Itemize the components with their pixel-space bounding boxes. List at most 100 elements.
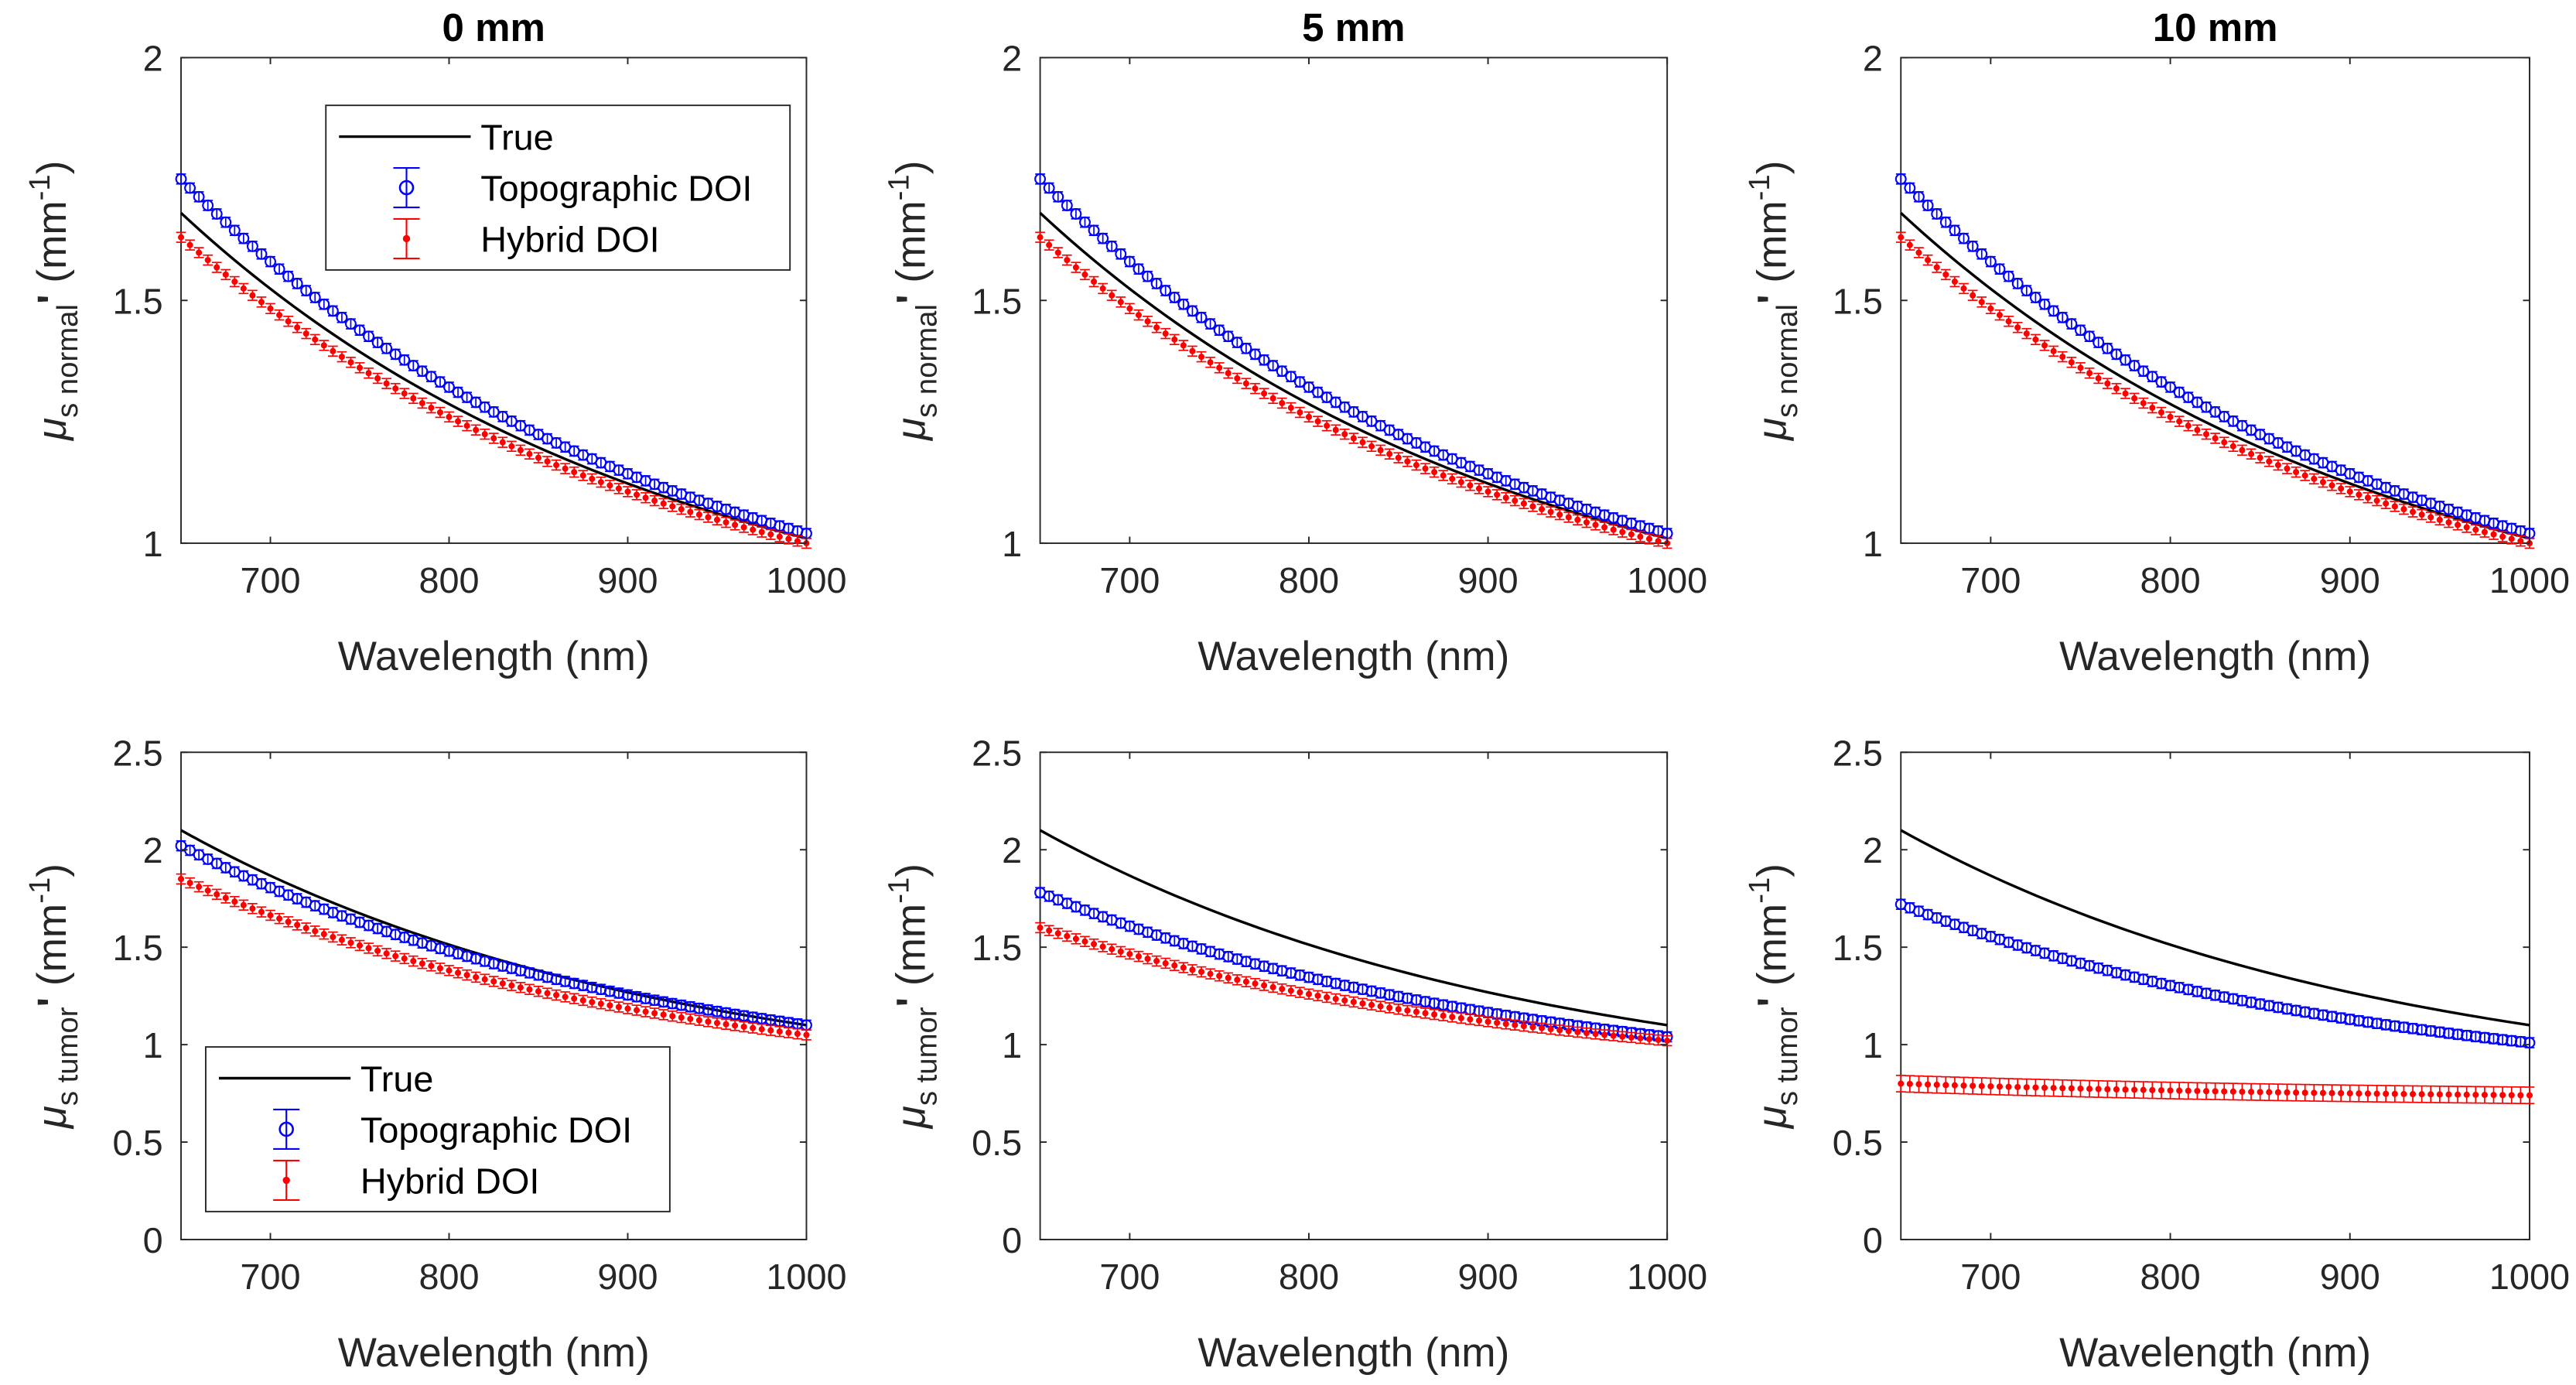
chart-1-legend-swatch-marker	[398, 180, 415, 196]
chart-5-series-hybrid-doi-point	[1592, 1031, 1599, 1038]
chart-1-series-topographic-doi-point	[354, 324, 366, 337]
chart-3-series-hybrid-doi-point	[1925, 257, 1932, 264]
chart-2-series-hybrid-doi-point	[1637, 533, 1644, 540]
chart-5-series-hybrid-doi-point	[1628, 1034, 1635, 1041]
chart-4-series-hybrid-doi-point	[312, 928, 319, 935]
chart-6-series-hybrid-doi-point	[2517, 1092, 2524, 1099]
chart-3-series-topographic-doi-point	[2038, 298, 2051, 310]
chart-3-series-hybrid-doi-point	[2167, 413, 2174, 420]
chart-6-series-hybrid-doi-point	[2077, 1085, 2084, 1092]
chart-3-series-hybrid-doi-point	[2041, 342, 2048, 349]
chart-3-title: 10 mm	[2153, 5, 2278, 50]
chart-1-x-tick-label: 700	[240, 560, 300, 600]
chart-1-series-hybrid-doi-point	[732, 522, 739, 528]
chart-6-series-hybrid-doi-point	[2301, 1089, 2308, 1096]
chart-1-series-hybrid-doi-point	[222, 271, 229, 278]
chart-4-series-hybrid-doi-point	[436, 965, 443, 972]
chart-4-series-hybrid-doi-point	[338, 936, 345, 943]
chart-3-series-hybrid-doi-point	[2149, 405, 2156, 412]
chart-3-series-hybrid-doi-point	[2481, 528, 2488, 535]
chart-4-series-hybrid-doi-point	[750, 1024, 757, 1031]
chart-6-series-hybrid-doi-point	[2032, 1084, 2039, 1091]
chart-2-series-topographic-doi-point	[1240, 342, 1252, 354]
chart-4-y-axis-label-part: '	[29, 997, 75, 1007]
chart-1-y-axis-label-part: μ	[29, 418, 75, 442]
chart-4-y-axis-label-part: s tumor	[51, 1007, 84, 1106]
chart-6-y-axis-label-part: -1	[1743, 877, 1776, 904]
chart-4-series-hybrid-doi-point	[758, 1026, 765, 1033]
chart-2-series-hybrid-doi-point	[1440, 472, 1447, 479]
chart-2-x-tick-label: 800	[1279, 560, 1339, 600]
chart-1-series-hybrid-doi-point	[249, 292, 256, 299]
chart-3-y-axis-label-part: (mm	[1749, 200, 1795, 294]
chart-4-series-hybrid-doi-point	[624, 1005, 631, 1012]
chart-3-series-topographic-doi-point	[1949, 224, 1961, 237]
chart-2-series-hybrid-doi-point	[1538, 506, 1546, 513]
chart-2-series-hybrid-doi-point	[1484, 488, 1491, 495]
chart-1-series-true-line	[179, 212, 807, 540]
chart-4-series-hybrid-doi-point	[687, 1015, 694, 1022]
chart-1-series-topographic-doi-point	[184, 182, 196, 194]
chart-3-series-hybrid-doi-point	[1970, 292, 1976, 299]
chart-1-series-hybrid-doi-point	[285, 318, 292, 325]
chart-4-series-hybrid-doi-point	[204, 887, 211, 894]
chart-3-series-hybrid-doi-point	[2266, 458, 2273, 465]
chart-4-y-axis-label-part: )	[29, 863, 75, 877]
chart-6-series-hybrid-doi-point	[2050, 1085, 2057, 1092]
chart-5-y-tick-label: 1.5	[972, 928, 1022, 968]
chart-1-series-hybrid-doi-point	[544, 458, 551, 465]
chart-6-series-hybrid-doi-point	[2257, 1089, 2263, 1096]
chart-1-series-hybrid-doi-point	[740, 524, 747, 531]
chart-3-series-hybrid-doi-point	[2445, 519, 2452, 526]
chart-1-series-hybrid-doi-point	[526, 450, 533, 457]
chart-3-series-hybrid-doi-point	[2284, 465, 2291, 472]
chart-4-series-hybrid-doi-point	[481, 976, 488, 983]
chart-1-series-hybrid-doi-point	[490, 435, 497, 442]
chart-4-series-hybrid-doi-point	[419, 960, 425, 967]
chart-5-series-hybrid-doi-point	[1332, 995, 1339, 1003]
chart-4-y-tick-label: 1.5	[113, 928, 163, 968]
chart-4-y-tick-label: 1	[143, 1025, 163, 1065]
chart-2-series-hybrid-doi-point	[1583, 519, 1590, 526]
chart-1-series-topographic-doi-point	[246, 240, 258, 252]
chart-1-series-hybrid-doi-point	[687, 508, 694, 515]
chart-6-series-hybrid-doi-point	[2041, 1084, 2048, 1091]
chart-3-series-topographic-doi-point	[2254, 429, 2267, 440]
chart-2-series-hybrid-doi-point	[1153, 324, 1160, 331]
chart-6-series-hybrid-doi-point	[2481, 1092, 2488, 1099]
chart-1-x-tick-label: 800	[419, 560, 479, 600]
chart-5-series-hybrid-doi-point	[1126, 950, 1133, 958]
chart-4-x-tick-label: 800	[419, 1257, 479, 1297]
chart-5-x-tick-label: 900	[1458, 1257, 1519, 1297]
chart-6-series-hybrid-doi-point	[2239, 1088, 2246, 1096]
chart-6-series-topographic-doi-point	[2523, 1037, 2536, 1049]
chart-2-y-tick-label: 2	[1002, 38, 1022, 78]
chart-6-series-hybrid-doi-point	[2086, 1086, 2093, 1093]
chart-5-series-hybrid-doi-point	[1046, 927, 1053, 934]
chart-1-series-hybrid-doi-point	[186, 241, 193, 248]
chart-4-series-hybrid-doi-point	[517, 984, 524, 991]
chart-5-y-tick-label: 2	[1002, 830, 1022, 870]
chart-3-series-topographic-doi-point	[1939, 216, 1952, 228]
chart-4-series-hybrid-doi-point	[330, 933, 337, 941]
chart-6-series-hybrid-doi-point	[2221, 1088, 2228, 1095]
chart-2-y-tick-label: 1.5	[972, 281, 1022, 321]
chart-2-series-hybrid-doi-point	[1189, 347, 1196, 354]
chart-2-series-topographic-doi-point	[1204, 318, 1217, 330]
chart-2-series-hybrid-doi-point	[1547, 508, 1554, 515]
chart-3-series-hybrid-doi-point	[2229, 443, 2236, 450]
chart-5-series-hybrid-doi-point	[1081, 938, 1088, 945]
chart-3-series-hybrid-doi-point	[2356, 491, 2362, 498]
chart-5-series-true	[1039, 829, 1668, 1027]
chart-1-series-hybrid-doi-point	[633, 491, 641, 498]
chart-4-series-hybrid-doi-point	[267, 911, 274, 918]
chart-4-series-hybrid-doi-point	[785, 1029, 792, 1036]
chart-6-x-tick-label: 700	[1960, 1257, 2021, 1297]
chart-4-series-hybrid-doi-point	[723, 1021, 729, 1028]
chart-4-series-hybrid-doi-point	[240, 901, 247, 908]
chart-2-x-tick-label: 700	[1099, 560, 1160, 600]
chart-5-y-axis-label-part: μ	[889, 1106, 934, 1130]
chart-6-y-axis-label-part: s tumor	[1771, 1007, 1804, 1106]
chart-6-series-hybrid-doi-point	[2455, 1091, 2462, 1098]
chart-1-series-hybrid-doi-point	[455, 418, 462, 425]
